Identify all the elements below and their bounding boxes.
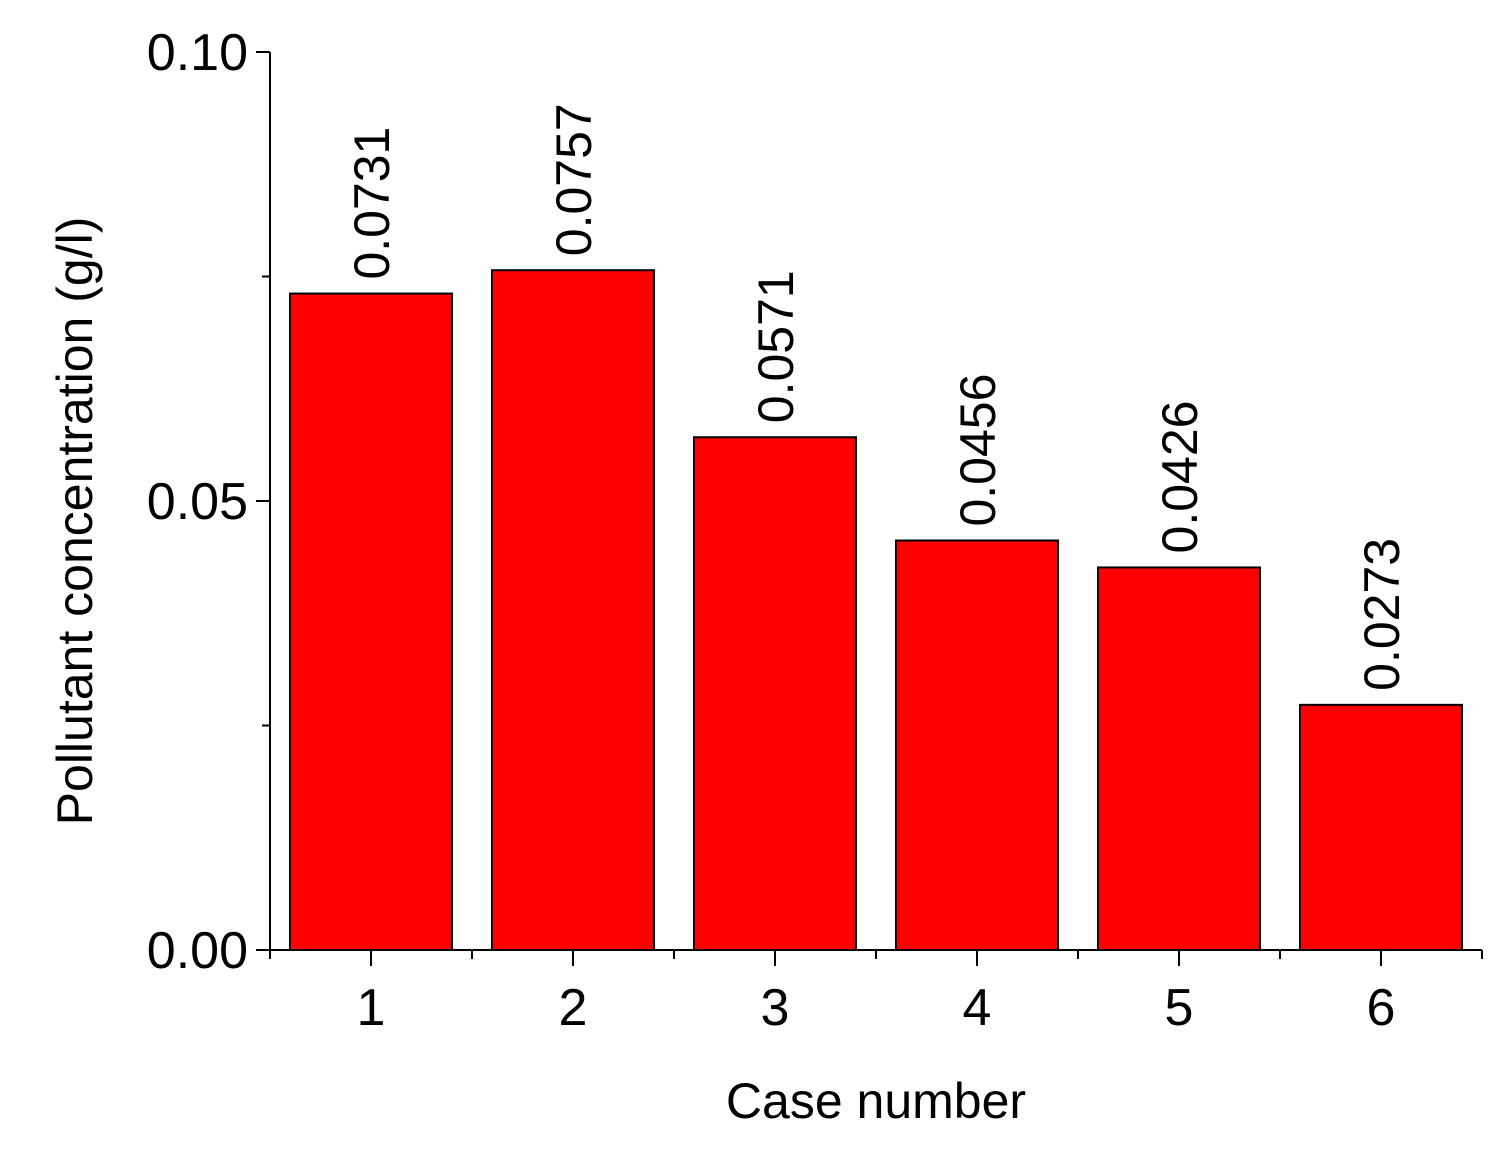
- x-tick-label: 4: [963, 979, 992, 1037]
- x-tick-label: 3: [761, 979, 790, 1037]
- bars-layer: [289, 269, 1463, 952]
- x-tick-label: 6: [1367, 979, 1396, 1037]
- x-tick-label: 1: [357, 979, 386, 1037]
- y-tick-label: 0.10: [147, 24, 248, 82]
- bar-3: [693, 436, 857, 951]
- bar-5: [1097, 566, 1261, 952]
- x-tick-label: 5: [1165, 979, 1194, 1037]
- data-label-2: 0.0757: [546, 103, 602, 256]
- bar-1: [289, 292, 453, 951]
- bar-2: [491, 269, 655, 951]
- data-label-1: 0.0731: [344, 127, 400, 280]
- data-label-3: 0.0571: [748, 270, 804, 423]
- bar-4: [895, 539, 1059, 952]
- x-axis-title: Case number: [726, 1073, 1026, 1129]
- x-tick-label: 2: [559, 979, 588, 1037]
- y-tick-label: 0.00: [147, 922, 248, 980]
- y-tick-label: 0.05: [147, 473, 248, 531]
- data-label-4: 0.0456: [950, 374, 1006, 527]
- bar-6: [1299, 703, 1463, 952]
- y-axis-title: Pollutant concentration (g/l): [47, 217, 103, 826]
- data-label-6: 0.0273: [1354, 538, 1410, 691]
- data-labels-layer: 0.0731 0.0757 0.0571 0.0456 0.0426 0.0273: [344, 103, 1410, 691]
- axes-layer: 0.00 0.05 0.10 1 2 3 4 5 6: [147, 24, 1483, 1037]
- data-label-5: 0.0426: [1152, 401, 1208, 554]
